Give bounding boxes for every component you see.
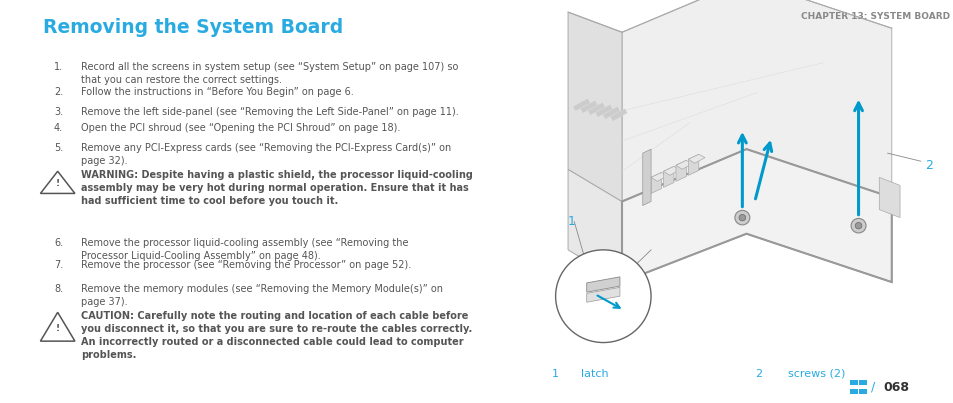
Text: Remove the left side-panel (see “Removing the Left Side-Panel” on page 11).: Remove the left side-panel (see “Removin… (81, 107, 458, 117)
Polygon shape (642, 149, 650, 206)
Text: screws (2): screws (2) (787, 369, 844, 379)
Text: !: ! (55, 324, 60, 333)
Polygon shape (621, 0, 891, 202)
Text: 6.: 6. (53, 238, 63, 248)
Polygon shape (676, 160, 692, 169)
Text: Remove the memory modules (see “Removing the Memory Module(s)” on
page 37).: Remove the memory modules (see “Removing… (81, 284, 442, 307)
Text: /: / (870, 381, 874, 394)
Polygon shape (567, 169, 621, 282)
Text: !: ! (55, 179, 60, 188)
Polygon shape (586, 277, 619, 292)
Text: CAUTION: Carefully note the routing and location of each cable before
you discon: CAUTION: Carefully note the routing and … (81, 311, 472, 359)
Text: 8.: 8. (53, 284, 63, 294)
Bar (859, 380, 866, 385)
Polygon shape (567, 12, 621, 202)
Circle shape (555, 250, 650, 343)
Text: 1: 1 (567, 215, 576, 228)
Polygon shape (650, 172, 667, 181)
Text: 3.: 3. (53, 107, 63, 117)
Polygon shape (650, 172, 660, 193)
Text: Remove any PCI-Express cards (see “Removing the PCI-Express Card(s)” on
page 32): Remove any PCI-Express cards (see “Remov… (81, 143, 451, 166)
Polygon shape (879, 177, 899, 218)
Polygon shape (676, 160, 685, 181)
Circle shape (739, 214, 745, 221)
Polygon shape (688, 154, 704, 163)
Polygon shape (662, 166, 673, 187)
Text: Open the PCI shroud (see “Opening the PCI Shroud” on page 18).: Open the PCI shroud (see “Opening the PC… (81, 123, 400, 133)
Text: latch: latch (579, 369, 607, 379)
Text: 2: 2 (754, 369, 761, 379)
Circle shape (734, 210, 749, 225)
Bar (849, 389, 857, 394)
Text: 4.: 4. (53, 123, 63, 133)
Text: CHAPTER 13: SYSTEM BOARD: CHAPTER 13: SYSTEM BOARD (800, 12, 949, 21)
Text: 068: 068 (882, 381, 908, 394)
Text: Record all the screens in system setup (see “System Setup” on page 107) so
that : Record all the screens in system setup (… (81, 62, 457, 85)
Text: 2: 2 (924, 159, 932, 172)
Polygon shape (662, 166, 679, 175)
Polygon shape (586, 287, 619, 302)
Text: 7.: 7. (53, 260, 63, 270)
Text: Remove the processor liquid-cooling assembly (see “Removing the
Processor Liquid: Remove the processor liquid-cooling asse… (81, 238, 408, 261)
Polygon shape (621, 149, 891, 282)
Text: 1: 1 (551, 369, 558, 379)
Bar (849, 380, 857, 385)
Polygon shape (688, 154, 698, 175)
Bar (859, 389, 866, 394)
Text: Follow the instructions in “Before You Begin” on page 6.: Follow the instructions in “Before You B… (81, 87, 354, 97)
Text: WARNING: Despite having a plastic shield, the processor liquid-cooling
assembly : WARNING: Despite having a plastic shield… (81, 170, 473, 206)
Text: 5.: 5. (53, 143, 63, 153)
Text: Remove the processor (see “Removing the Processor” on page 52).: Remove the processor (see “Removing the … (81, 260, 411, 270)
Circle shape (850, 218, 865, 233)
Circle shape (854, 222, 861, 229)
Text: Removing the System Board: Removing the System Board (43, 18, 343, 37)
Text: 1.: 1. (53, 62, 63, 73)
Text: 2.: 2. (53, 87, 63, 97)
